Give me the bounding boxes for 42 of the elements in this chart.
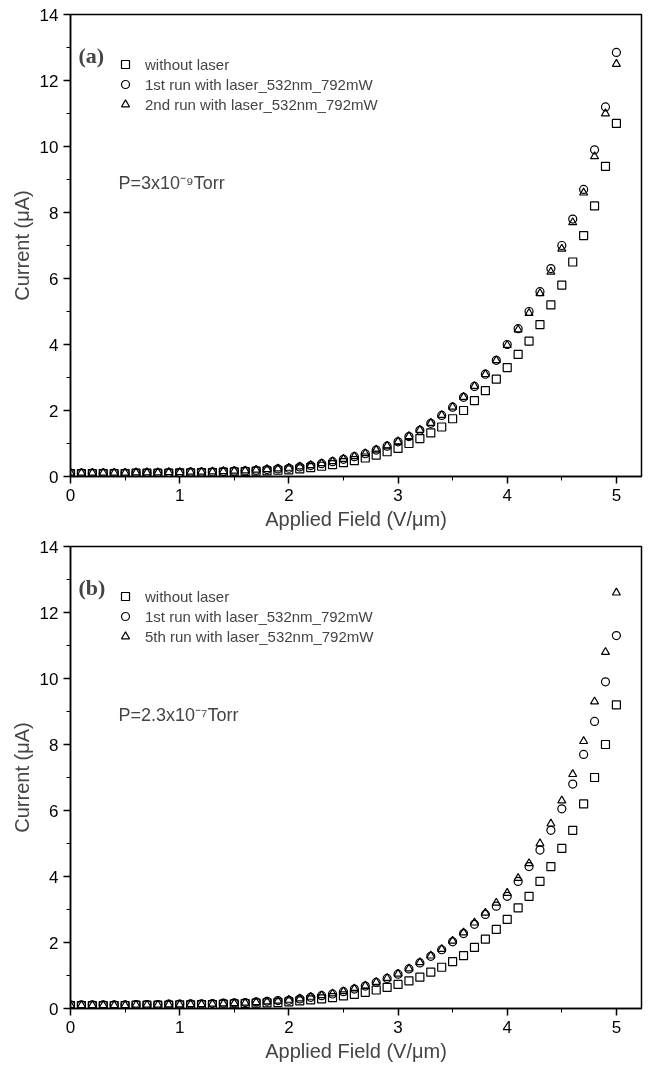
x-tick-label: 5	[611, 485, 622, 505]
x-axis-title: Applied Field (V/μm)	[265, 507, 447, 530]
legend-label: without laser	[145, 587, 230, 605]
x-axis-title: Applied Field (V/μm)	[265, 1039, 447, 1062]
y-tick-label: 10	[39, 669, 59, 689]
x-tick-label: 1	[174, 485, 185, 505]
x-tick-label: 0	[65, 485, 76, 505]
x-tick-label: 5	[611, 1017, 622, 1037]
y-tick-label: 2	[49, 933, 59, 953]
y-tick-label: 10	[39, 137, 59, 157]
x-tick-label: 0	[65, 1017, 76, 1037]
y-tick-label: 8	[49, 203, 59, 223]
legend-label: 1st run with laser_532nm_792mW	[145, 607, 373, 625]
y-tick-label: 6	[49, 269, 59, 289]
y-tick-label: 2	[49, 401, 59, 421]
y-axis-title: Current (μA)	[10, 722, 33, 833]
x-tick-label: 1	[174, 1017, 185, 1037]
x-tick-label: 2	[284, 485, 294, 505]
annotation: (b)	[78, 574, 106, 600]
y-tick-label: 4	[49, 867, 59, 887]
annotation: (a)	[78, 42, 105, 68]
legend-label: 5th run with laser_532nm_792mW	[145, 627, 374, 645]
y-tick-label: 14	[39, 5, 59, 25]
legend-label: without laser	[145, 55, 230, 73]
x-tick-label: 4	[502, 1017, 512, 1037]
y-tick-label: 0	[49, 467, 59, 487]
y-axis-title: Current (μA)	[10, 190, 33, 301]
x-tick-label: 3	[393, 1017, 403, 1037]
annotation: P=2.3x10⁻⁷Torr	[118, 704, 239, 725]
annotation: P=3x10⁻⁹Torr	[118, 172, 225, 193]
y-tick-label: 6	[49, 801, 59, 821]
y-tick-label: 0	[49, 999, 59, 1019]
y-tick-label: 8	[49, 735, 59, 755]
y-tick-label: 4	[49, 335, 59, 355]
legend-label: 2nd run with laser_532nm_792mW	[145, 95, 378, 113]
legend-label: 1st run with laser_532nm_792mW	[145, 75, 373, 93]
y-tick-label: 14	[39, 537, 59, 557]
y-tick-label: 12	[39, 71, 59, 91]
x-tick-label: 4	[502, 485, 512, 505]
y-tick-label: 12	[39, 603, 59, 623]
x-tick-label: 3	[393, 485, 403, 505]
x-tick-label: 2	[284, 1017, 294, 1037]
